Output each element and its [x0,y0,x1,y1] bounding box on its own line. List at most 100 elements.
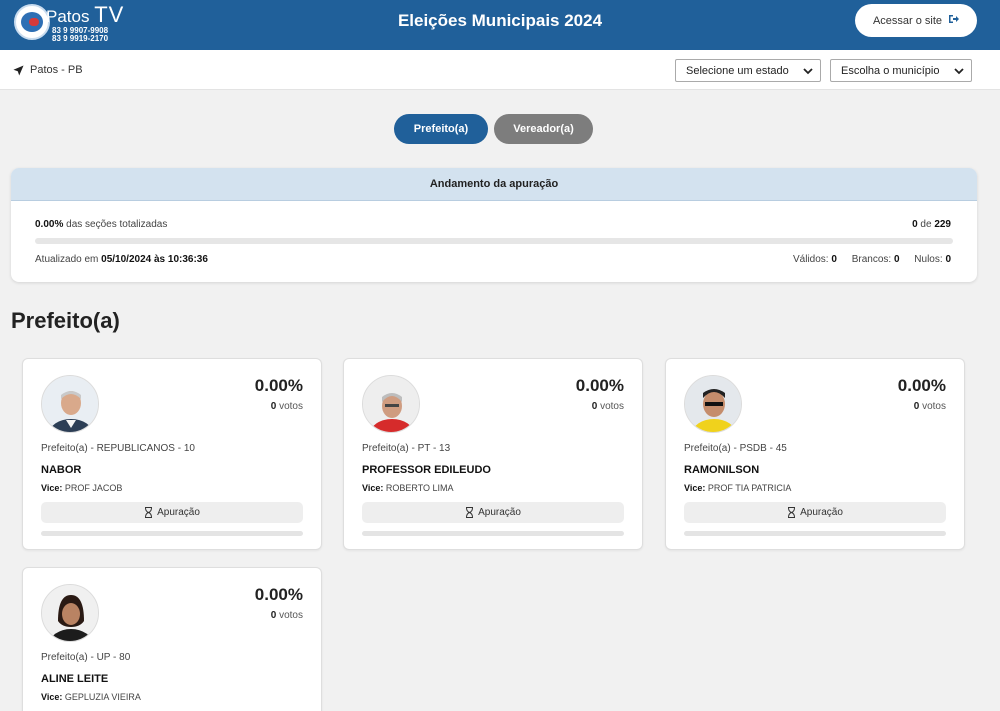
candidate-party: Prefeito(a) - UP - 80 [41,652,131,663]
sections-percent: 0.00% das seções totalizadas [35,219,167,230]
candidate-name: PROFESSOR EDILEUDO [362,464,491,476]
apuracao-label: Apuração [800,507,843,518]
state-select-value: Selecione um estado [686,64,789,77]
sections-percent-value: 0.00% [35,219,64,230]
sections-total: 229 [934,219,951,230]
candidate-photo [41,584,99,642]
candidate-votes-count: 0 [913,401,920,412]
hourglass-icon [466,507,474,518]
logo-phone-1: 83 9 9907-9908 [52,26,109,35]
apuracao-button[interactable]: Apuração [41,502,303,523]
city-select-value: Escolha o município [841,64,940,77]
exit-icon [948,14,960,27]
patos-tv-logo[interactable]: Patos TV 83 9 9907-9908 83 9 9919-2170 [12,2,127,46]
candidate-vice: Vice: PROF TIA PATRICIA [684,483,791,493]
candidate-votes: 0 votos [271,401,303,412]
votes-word: votos [279,610,303,621]
votes-word: votos [922,401,946,412]
updated-at: Atualizado em 05/10/2024 às 10:36:36 [35,254,208,265]
candidate-progress-bar [41,531,303,536]
candidate-name: RAMONILSON [684,464,760,476]
hourglass-icon [788,507,796,518]
tab-prefeito[interactable]: Prefeito(a) [394,114,488,144]
nulos-label: Nulos: [914,254,943,265]
vice-name: PROF JACOB [64,483,123,493]
location-label: Patos - PB [30,64,83,76]
candidate-name: NABOR [41,464,82,476]
candidate-votes-count: 0 [270,401,277,412]
logo-tv-text: TV [94,2,125,27]
tab-vereador[interactable]: Vereador(a) [494,114,593,144]
sections-percent-text: das seções totalizadas [66,219,168,230]
candidate-percent: 0.00% [575,376,624,395]
candidate-card: 0.00% 0 votos Prefeito(a) - PT - 13 PROF… [343,358,643,550]
access-site-label: Acessar o site [872,14,943,27]
candidate-card: 0.00% 0 votos Prefeito(a) - PSDB - 45 RA… [665,358,965,550]
progress-card-title: Andamento da apuração [11,168,977,201]
chevron-down-icon [803,68,813,75]
candidate-percent: 0.00% [897,376,946,395]
candidate-percent: 0.00% [254,376,303,395]
apuracao-label: Apuração [157,507,200,518]
vice-label: Vice: [41,483,63,493]
validos-value: 0 [831,254,837,265]
candidate-progress-bar [684,531,946,536]
logo-phone-2: 83 9 9919-2170 [52,34,109,43]
vice-name: ROBERTO LIMA [385,483,454,493]
candidate-progress-bar [362,531,624,536]
sections-of: de [920,219,932,230]
candidate-vice: Vice: GEPLUZIA VIEIRA [41,692,141,702]
candidate-party: Prefeito(a) - PT - 13 [362,443,451,454]
logo-emblem-icon [14,4,50,40]
candidate-card: 0.00% 0 votos Prefeito(a) - REPUBLICANOS… [22,358,322,550]
vote-totals: Válidos: 0 Brancos: 0 Nulos: 0 [781,254,951,265]
sections-done: 0 [912,219,918,230]
votes-word: votos [600,401,624,412]
candidate-party: Prefeito(a) - PSDB - 45 [684,443,787,454]
candidate-photo [684,375,742,433]
sections-count: 0 de 229 [912,219,951,230]
city-select[interactable]: Escolha o município [830,59,972,82]
access-site-button[interactable]: Acessar o site [855,4,977,37]
candidate-card: 0.00% 0 votos Prefeito(a) - UP - 80 ALIN… [22,567,322,711]
candidate-votes: 0 votos [592,401,624,412]
current-location: Patos - PB [13,64,83,76]
nulos-value: 0 [945,254,951,265]
sections-progress-bar [35,238,953,244]
brancos-label: Brancos: [851,254,892,265]
vice-name: GEPLUZIA VIEIRA [64,692,141,702]
state-select[interactable]: Selecione um estado [675,59,821,82]
apuracao-button[interactable]: Apuração [362,502,624,523]
page-title: Eleições Municipais 2024 [397,11,603,30]
logo-brand-text: Patos [46,7,90,26]
vice-label: Vice: [362,483,384,493]
candidate-photo [41,375,99,433]
apuracao-label: Apuração [478,507,521,518]
validos-label: Válidos: [793,254,829,265]
top-header: Patos TV 83 9 9907-9908 83 9 9919-2170 E… [0,0,1000,50]
location-bar: Patos - PB Selecione um estado Escolha o… [0,50,1000,90]
candidate-photo [362,375,420,433]
candidate-party: Prefeito(a) - REPUBLICANOS - 10 [41,443,195,454]
apuracao-button[interactable]: Apuração [684,502,946,523]
candidate-votes-count: 0 [270,610,277,621]
location-arrow-icon [13,64,24,76]
candidate-votes: 0 votos [914,401,946,412]
vice-name: PROF TIA PATRICIA [707,483,792,493]
updated-label: Atualizado em [35,254,99,265]
chevron-down-icon [954,68,964,75]
vice-label: Vice: [41,692,63,702]
section-title: Prefeito(a) [11,308,120,333]
votes-word: votos [279,401,303,412]
counting-progress-card: Andamento da apuração 0.00% das seções t… [11,168,977,282]
candidate-vice: Vice: PROF JACOB [41,483,122,493]
candidate-percent: 0.00% [254,585,303,604]
updated-value: 05/10/2024 às 10:36:36 [101,254,208,265]
hourglass-icon [145,507,153,518]
candidate-vice: Vice: ROBERTO LIMA [362,483,454,493]
candidate-votes: 0 votos [271,610,303,621]
brancos-value: 0 [893,254,900,265]
candidate-votes-count: 0 [591,401,598,412]
candidate-name: ALINE LEITE [41,673,109,685]
vice-label: Vice: [684,483,706,493]
